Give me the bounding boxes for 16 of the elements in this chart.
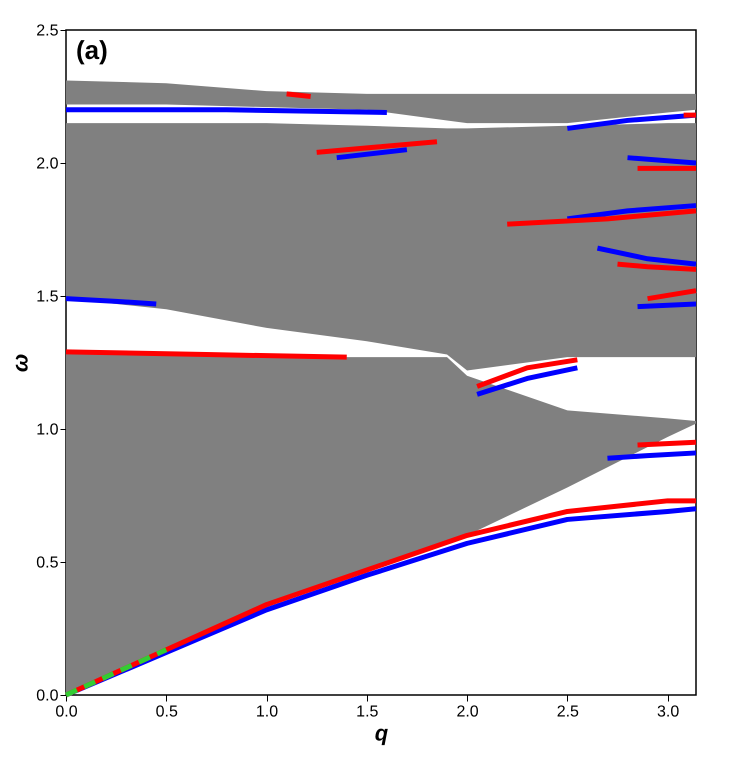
y-tick-label: 0.5 (36, 554, 59, 572)
x-tick-label: 1.5 (356, 704, 379, 720)
x-tick-label: 3.0 (656, 704, 680, 720)
y-tick-label: 0.0 (36, 688, 59, 704)
y-tick-label: 1.5 (36, 288, 59, 306)
x-axis-title: q (374, 720, 389, 746)
x-tick-label: 2.0 (456, 704, 479, 720)
y-tick-label: 2.5 (36, 22, 59, 40)
annotation: (a) (76, 35, 108, 65)
y-tick-label: 1.0 (36, 422, 59, 438)
x-tick-label: 0.5 (156, 704, 178, 720)
x-tick-label: 1.0 (256, 704, 278, 720)
x-tick-label: 2.5 (556, 704, 580, 720)
x-tick-label: 0.0 (55, 704, 78, 720)
y-axis-title: ω (7, 354, 32, 372)
y-tick-label: 2.0 (36, 156, 59, 172)
